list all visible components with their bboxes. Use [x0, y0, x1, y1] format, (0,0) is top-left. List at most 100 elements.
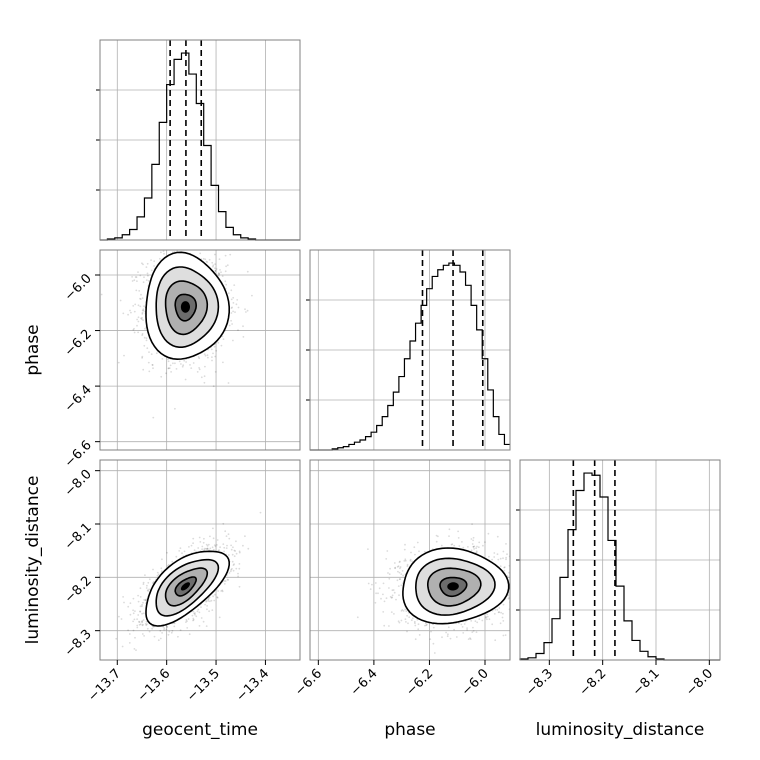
- scatter-point: [198, 243, 200, 245]
- scatter-point: [497, 558, 500, 561]
- scatter-point: [404, 543, 406, 546]
- scatter-point: [219, 546, 222, 549]
- scatter-point: [214, 270, 217, 272]
- scatter-point: [180, 363, 182, 365]
- scatter-point: [396, 579, 399, 582]
- scatter-point: [142, 619, 145, 621]
- scatter-point: [494, 608, 497, 611]
- scatter-point: [390, 597, 393, 599]
- scatter-point: [223, 583, 226, 585]
- scatter-point: [224, 254, 227, 257]
- scatter-point: [448, 528, 451, 531]
- scatter-point: [138, 621, 141, 623]
- scatter-point: [224, 580, 227, 582]
- scatter-point: [398, 571, 401, 574]
- scatter-point: [133, 331, 136, 334]
- scatter-point: [237, 306, 240, 309]
- scatter-point: [179, 629, 182, 631]
- scatter-point: [211, 261, 214, 264]
- scatter-point: [133, 279, 136, 282]
- scatter-point: [230, 544, 233, 547]
- scatter-point: [192, 618, 195, 621]
- scatter-point: [212, 548, 215, 551]
- scatter-point: [141, 624, 144, 627]
- scatter-point: [191, 614, 194, 617]
- scatter-point: [238, 585, 241, 588]
- scatter-point: [145, 337, 148, 340]
- contour-line: [164, 567, 209, 607]
- scatter-point: [215, 349, 218, 352]
- scatter-point: [192, 617, 195, 620]
- scatter-point: [138, 623, 141, 626]
- scatter-point: [151, 364, 154, 366]
- scatter-point: [414, 624, 417, 627]
- scatter-point: [530, 572, 532, 574]
- scatter-point: [499, 565, 502, 568]
- scatter-point: [143, 635, 146, 637]
- scatter-point: [212, 527, 214, 530]
- scatter-point: [218, 272, 221, 275]
- scatter-point: [137, 600, 140, 603]
- scatter-point: [470, 538, 473, 540]
- scatter-point: [406, 565, 409, 567]
- scatter-point: [178, 550, 181, 552]
- contour-line: [164, 280, 209, 336]
- scatter-point: [472, 630, 475, 632]
- scatter-point: [142, 319, 145, 322]
- scatter-point: [141, 333, 144, 335]
- scatter-point: [229, 570, 232, 573]
- scatter-point: [217, 590, 220, 592]
- scatter-point: [228, 572, 231, 574]
- scatter-point: [136, 318, 139, 321]
- scatter-point: [202, 246, 204, 248]
- scatter-point: [209, 535, 211, 538]
- scatter-point: [140, 317, 142, 320]
- scatter-point: [159, 629, 162, 632]
- scatter-point: [167, 360, 170, 363]
- scatter-point: [206, 605, 209, 607]
- scatter-point: [211, 359, 213, 362]
- scatter-point: [502, 557, 504, 560]
- scatter-point: [141, 262, 143, 265]
- scatter-point: [138, 290, 141, 292]
- scatter-point: [475, 550, 478, 553]
- scatter-point: [211, 546, 214, 549]
- scatter-point: [115, 637, 118, 640]
- scatter-point: [146, 627, 149, 630]
- scatter-point: [166, 625, 168, 628]
- scatter-point: [404, 559, 407, 562]
- scatter-point: [474, 620, 477, 623]
- scatter-point: [408, 616, 411, 619]
- scatter-point: [259, 511, 262, 514]
- scatter-point: [131, 276, 134, 278]
- scatter-point: [129, 602, 132, 605]
- histogram-geocent_time: [100, 52, 300, 241]
- scatter-point: [179, 547, 182, 550]
- scatter-point: [152, 568, 154, 571]
- scatter-point: [472, 539, 474, 542]
- scatter-point: [146, 589, 149, 592]
- scatter-point: [496, 535, 499, 538]
- scatter-point: [398, 578, 401, 581]
- scatter-point: [399, 566, 402, 568]
- scatter-point: [119, 299, 122, 302]
- scatter-point: [139, 610, 142, 613]
- scatter-point: [406, 563, 409, 566]
- scatter-point: [100, 293, 103, 296]
- scatter-point: [371, 583, 373, 586]
- scatter-point: [139, 605, 142, 608]
- scatter-point: [177, 248, 179, 250]
- scatter-point: [152, 582, 154, 584]
- scatter-point: [237, 572, 239, 575]
- scatter-point: [478, 618, 481, 620]
- scatter-point: [213, 599, 216, 602]
- scatter-point: [223, 546, 226, 549]
- scatter-point: [414, 638, 417, 641]
- scatter-point: [391, 594, 394, 597]
- scatter-point: [406, 630, 408, 633]
- scatter-point: [214, 263, 217, 265]
- scatter-point: [216, 539, 219, 541]
- scatter-point: [192, 362, 195, 364]
- scatter-point: [136, 280, 138, 282]
- scatter-point: [166, 551, 168, 554]
